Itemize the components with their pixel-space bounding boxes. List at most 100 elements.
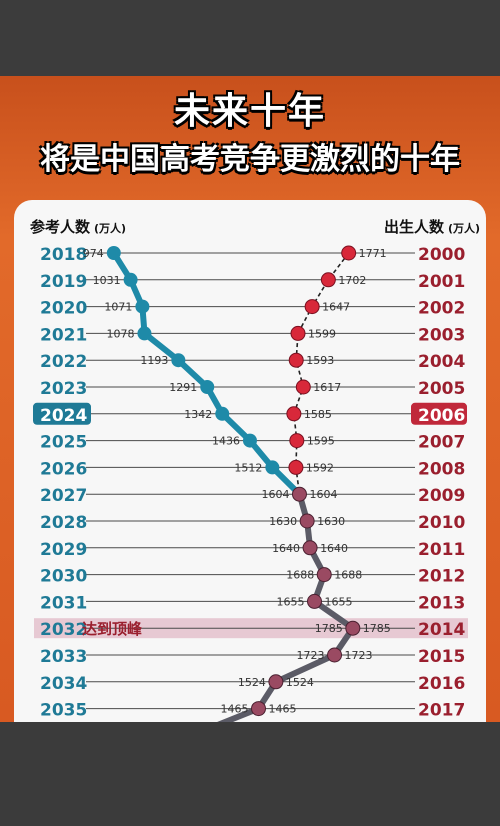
exam-year-label: 2030	[40, 567, 87, 587]
birth-year-label: 2003	[418, 325, 465, 345]
right-axis-unit: (万人)	[448, 221, 480, 235]
examinee-value-label: 1640	[272, 542, 300, 555]
examinee-point	[123, 272, 138, 287]
birth-value-label: 1524	[286, 676, 314, 689]
exam-year-label: 2025	[40, 433, 87, 453]
birth-value-label: 1647	[322, 301, 350, 314]
birth-point	[288, 459, 304, 475]
examinee-value-label: 1436	[212, 435, 240, 448]
examinee-value-label: 1524	[238, 676, 266, 689]
birth-point	[320, 272, 336, 288]
bottom-band	[0, 722, 500, 826]
birth-year-label: 2002	[418, 299, 465, 319]
exam-year-label: 2034	[40, 674, 87, 694]
exam-year-label: 2032	[40, 620, 87, 640]
examinee-point	[265, 460, 280, 475]
birth-year-label: 2014	[418, 620, 465, 640]
examinee-value-label: 1291	[169, 381, 197, 394]
merged-point	[316, 567, 332, 583]
examinee-value-label: 1512	[234, 461, 262, 474]
birth-value-label: 1593	[306, 354, 334, 367]
merged-point	[302, 540, 318, 556]
birth-year-label: 2010	[418, 513, 465, 533]
birth-point	[290, 325, 306, 341]
exam-year-label: 2023	[40, 379, 87, 399]
birth-value-label: 1640	[320, 542, 348, 555]
exam-year-label: 2026	[40, 459, 87, 479]
birth-year-label: 2001	[418, 272, 465, 292]
exam-year-label: 2021	[40, 325, 87, 345]
birth-value-label: 1702	[338, 274, 366, 287]
birth-year-label: 2016	[418, 674, 465, 694]
birth-value-label: 1599	[308, 327, 336, 340]
examinee-value-label: 1785	[315, 622, 343, 635]
birth-value-label: 1604	[309, 488, 337, 501]
top-status-band	[0, 0, 500, 76]
exam-year-label: 2031	[40, 593, 87, 613]
births-dashed-line	[293, 252, 350, 495]
peak-label: 达到顶峰	[82, 620, 143, 638]
exam-year-label: 2033	[40, 647, 87, 667]
exam-year-label: 2020	[40, 299, 87, 319]
birth-year-label: 2008	[418, 459, 465, 479]
examinee-point	[215, 406, 230, 421]
right-axis-label: 出生人数	[384, 218, 445, 236]
highlight-exam-year-box	[33, 402, 91, 425]
birth-value-label: 1723	[345, 649, 373, 662]
birth-year-label: 2007	[418, 433, 465, 453]
future-line	[217, 491, 356, 722]
birth-value-label: 1617	[313, 381, 341, 394]
examinee-value-label: 1078	[106, 327, 134, 340]
birth-year-label: 2015	[418, 647, 465, 667]
birth-year-label: 2017	[418, 701, 465, 721]
birth-point	[295, 379, 311, 395]
birth-value-label: 1688	[334, 569, 362, 582]
examinee-value-label: 974	[83, 247, 104, 260]
examinee-point	[135, 299, 150, 314]
sub-title: 将是中国高考竞争更激烈的十年	[40, 142, 460, 177]
examinee-value-label: 1655	[276, 595, 304, 608]
examinee-value-label: 1465	[221, 703, 249, 716]
main-title: 未来十年	[173, 91, 326, 132]
birth-point	[341, 245, 357, 261]
examinee-point	[242, 433, 257, 448]
birth-value-label: 1630	[317, 515, 345, 528]
examinee-value-label: 1723	[297, 649, 325, 662]
examinee-value-label: 1193	[140, 354, 168, 367]
birth-value-label: 1655	[324, 595, 352, 608]
examinee-point	[137, 326, 152, 341]
birth-year-label: 2012	[418, 567, 465, 587]
merged-point	[299, 513, 315, 529]
birth-point	[288, 352, 304, 368]
examinee-value-label: 1688	[286, 569, 314, 582]
birth-value-label: 1585	[304, 408, 332, 421]
birth-year-label: 2004	[418, 352, 465, 372]
exam-year-label: 2027	[40, 486, 87, 506]
exam-year-label: 2019	[40, 272, 87, 292]
exam-year-label: 2022	[40, 352, 87, 372]
birth-point	[289, 433, 305, 449]
examinee-point	[171, 353, 186, 368]
examinee-value-label: 1604	[261, 488, 289, 501]
exam-year-label: 2024	[40, 406, 87, 426]
birth-value-label: 1771	[359, 247, 387, 260]
merged-point	[327, 647, 343, 663]
left-axis-label: 参考人数	[30, 218, 91, 236]
left-axis-unit: (万人)	[94, 221, 126, 235]
birth-value-label: 1592	[306, 461, 334, 474]
exam-year-label: 2028	[40, 513, 87, 533]
examinee-point	[106, 246, 121, 260]
birth-year-label: 2013	[418, 593, 465, 613]
merged-point	[251, 701, 267, 717]
examinee-point	[200, 380, 215, 394]
examinees-line	[110, 250, 303, 498]
highlight-birth-year-box	[411, 402, 467, 425]
birth-year-label: 2006	[418, 406, 465, 426]
birth-year-label: 2009	[418, 486, 465, 506]
merged-point	[306, 593, 322, 609]
birth-year-label: 2000	[418, 245, 465, 265]
birth-point	[286, 406, 302, 422]
exam-year-label: 2029	[40, 540, 87, 560]
birth-value-label: 1785	[363, 622, 391, 635]
